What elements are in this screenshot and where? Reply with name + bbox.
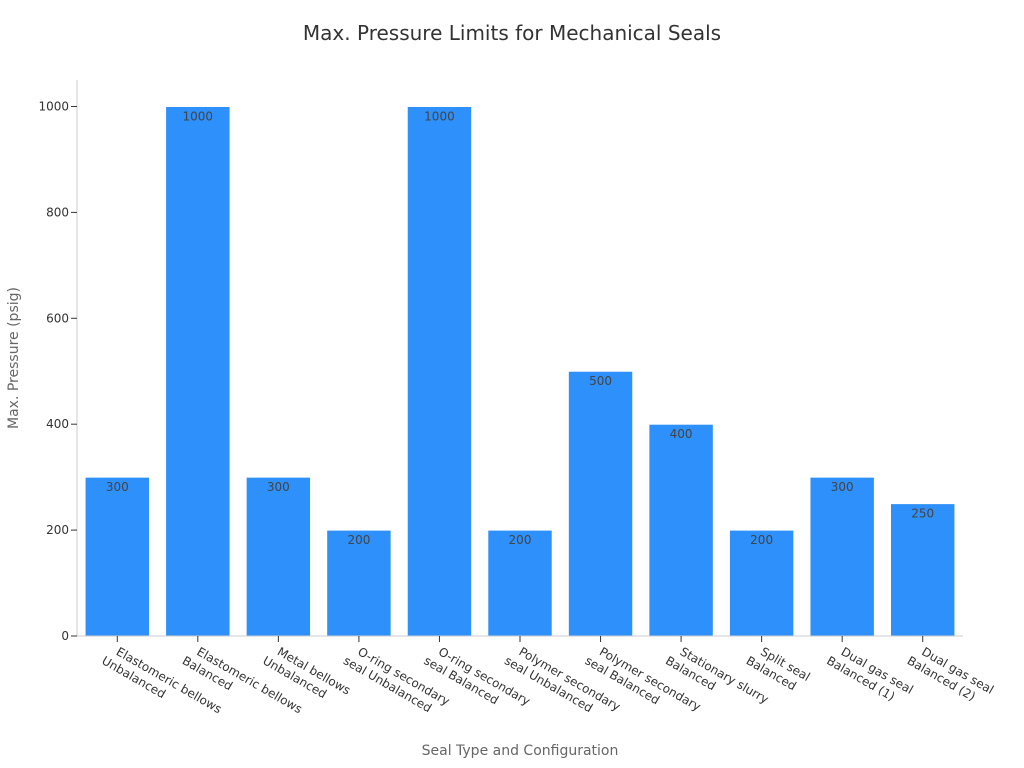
bar bbox=[890, 503, 956, 637]
data-labels-group: 300 1000 300 200 1000 200 500 400 200 300 250 bbox=[106, 109, 934, 547]
x-axis-title: Seal Type and Configuration bbox=[422, 743, 619, 759]
data-label: 200 bbox=[750, 533, 773, 547]
bar bbox=[406, 105, 473, 637]
data-label: 1000 bbox=[424, 109, 455, 123]
x-axis: Elastomeric bellowsUnbalanced Elastomeric… bbox=[77, 635, 996, 721]
x-tick-label: O-ring secondaryseal Unbalanced bbox=[341, 640, 452, 721]
bar bbox=[84, 476, 150, 637]
data-label: 300 bbox=[267, 480, 290, 494]
x-tick-label: Dual gas sealBalanced (1) bbox=[824, 640, 915, 709]
y-tick-label: 600 bbox=[46, 311, 69, 325]
data-label: 300 bbox=[831, 480, 854, 494]
bar bbox=[245, 476, 312, 637]
bar bbox=[567, 370, 634, 637]
x-tick-label: Dual gas sealBalanced (2) bbox=[905, 640, 996, 709]
data-label: 300 bbox=[106, 480, 129, 494]
data-label: 200 bbox=[347, 533, 370, 547]
y-axis-title: Max. Pressure (psig) bbox=[6, 287, 22, 429]
bar bbox=[487, 529, 553, 637]
y-tick-label: 200 bbox=[46, 523, 69, 537]
y-tick-label: 400 bbox=[46, 417, 69, 431]
data-label: 400 bbox=[670, 427, 693, 441]
y-tick-label: 1000 bbox=[38, 99, 69, 113]
bar bbox=[728, 529, 795, 637]
bars-group bbox=[84, 105, 956, 637]
bar bbox=[648, 423, 714, 637]
data-label: 1000 bbox=[183, 109, 214, 123]
data-label: 200 bbox=[509, 533, 532, 547]
y-tick-label: 0 bbox=[61, 629, 69, 643]
x-tick-label: O-ring secondaryseal Balanced bbox=[422, 640, 533, 721]
bar bbox=[165, 105, 231, 637]
data-label: 250 bbox=[911, 507, 934, 521]
bar bbox=[326, 529, 392, 637]
bar bbox=[809, 476, 875, 637]
x-tick-label: Stationary slurryBalanced bbox=[663, 640, 771, 719]
y-tick-label: 800 bbox=[46, 205, 69, 219]
y-axis: 0 200 400 600 800 1000 bbox=[38, 80, 78, 643]
data-label: 500 bbox=[589, 374, 612, 388]
chart-title: Max. Pressure Limits for Mechanical Seal… bbox=[303, 21, 721, 45]
